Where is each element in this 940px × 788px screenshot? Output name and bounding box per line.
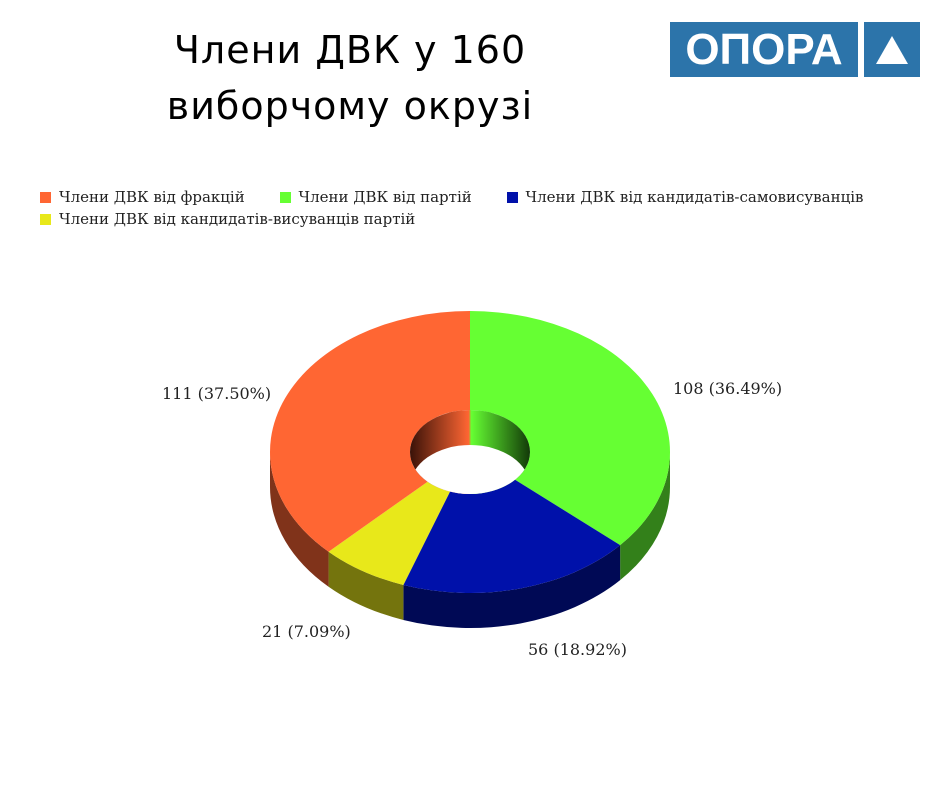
legend-label: Члени ДВК від партій <box>298 188 472 206</box>
legend-swatch <box>40 213 51 225</box>
legend-label: Члени ДВК від фракцій <box>59 188 245 206</box>
legend: Члени ДВК від фракцій Члени ДВК від парт… <box>40 186 900 230</box>
legend-swatch <box>506 191 518 203</box>
title-line-1: Члени ДВК у 160 <box>173 28 527 72</box>
title-line-2: виборчому окрузі <box>166 84 534 128</box>
opora-logo: ОПОРА <box>670 22 920 77</box>
pie-slice <box>470 311 670 546</box>
pie-slice <box>403 479 621 593</box>
legend-swatch <box>40 191 51 203</box>
slice-side <box>620 452 670 581</box>
donut-hole <box>410 445 530 494</box>
data-label: 56 (18.92%) <box>528 640 627 659</box>
pie-slice <box>328 481 451 585</box>
slice-side <box>270 452 329 587</box>
legend-item: Члени ДВК від кандидатів-самовисуванців <box>506 186 864 208</box>
legend-item: Члени ДВК від кандидатів-висуванців парт… <box>40 208 415 230</box>
data-label: 108 (36.49%) <box>673 379 783 398</box>
pie-slice <box>270 311 470 552</box>
legend-label: Члени ДВК від кандидатів-самовисуванців <box>525 188 864 206</box>
triangle-icon <box>864 22 920 77</box>
chart-title: Члени ДВК у 160 виборчому окрузі <box>100 22 600 134</box>
data-label: 111 (37.50%) <box>162 384 272 403</box>
data-label: 21 (7.09%) <box>262 622 351 641</box>
logo-text: ОПОРА <box>670 22 858 77</box>
slice-side <box>328 551 404 620</box>
legend-item: Члени ДВК від фракцій <box>40 186 245 208</box>
legend-item: Члени ДВК від партій <box>279 186 472 208</box>
legend-label: Члени ДВК від кандидатів-висуванців парт… <box>59 210 416 228</box>
slice-side <box>403 545 621 628</box>
legend-swatch <box>279 191 291 203</box>
